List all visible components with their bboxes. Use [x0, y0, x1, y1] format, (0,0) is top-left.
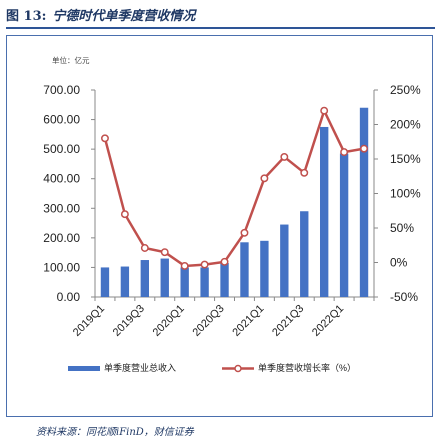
bar — [280, 224, 289, 297]
growth-point — [200, 260, 209, 269]
x-tick-label: 2022Q1 — [310, 303, 346, 339]
y-left-tick-label: 300.00 — [43, 201, 80, 215]
bar — [359, 107, 369, 297]
bar — [339, 153, 349, 297]
growth-point — [360, 144, 368, 153]
bar — [240, 242, 249, 297]
y-left-tick-label: 700.00 — [43, 83, 80, 97]
growth-point — [160, 248, 169, 257]
y-right-tick-label: 150% — [390, 152, 421, 166]
figure-label: 图 13: — [6, 9, 47, 24]
y-left-tick-label: 400.00 — [43, 172, 80, 186]
growth-point — [260, 174, 269, 183]
growth-point — [240, 228, 249, 237]
x-tick-label: 2019Q1 — [71, 303, 107, 339]
bar — [100, 267, 110, 297]
title-divider — [6, 27, 435, 29]
y-left-tick-label: 200.00 — [43, 231, 80, 245]
x-tick-label: 2020Q3 — [190, 303, 226, 339]
source-note: 资料来源：同花顺iFinD，财信证券 — [36, 427, 194, 438]
bar — [120, 266, 130, 297]
legend-bar-swatch — [68, 366, 100, 371]
growth-point — [120, 210, 129, 219]
bar — [220, 262, 229, 297]
bar — [300, 211, 309, 297]
unit-label: 单位：亿元 — [52, 55, 90, 65]
y-left-tick-label: 100.00 — [43, 260, 80, 274]
x-tick-label: 2020Q1 — [151, 303, 187, 339]
y-right-tick-label: 100% — [390, 187, 421, 201]
legend-bar-label: 单季度营业总收入 — [104, 362, 176, 373]
growth-point — [220, 257, 229, 266]
y-right-tick-label: -50% — [390, 290, 418, 304]
legend-line-label: 单季度营收增长率（%） — [258, 362, 356, 373]
figure-title: 图 13: 宁德时代单季度营收情况 — [6, 5, 195, 24]
y-left-tick-label: 500.00 — [43, 142, 80, 156]
bar — [160, 258, 169, 297]
growth-point — [140, 244, 149, 252]
bar — [319, 126, 329, 297]
y-left-tick-label: 0.00 — [57, 290, 81, 304]
bar — [260, 240, 269, 297]
x-tick-label: 2021Q1 — [230, 303, 266, 339]
growth-point — [340, 148, 349, 157]
growth-point — [101, 134, 109, 143]
chart-panel — [6, 35, 433, 417]
y-right-tick-label: 200% — [390, 118, 421, 132]
growth-point — [320, 106, 329, 115]
y-right-tick-label: 50% — [390, 221, 414, 235]
figure-title-text: 宁德时代单季度营收情况 — [52, 9, 196, 24]
y-right-tick-label: 250% — [390, 83, 421, 97]
growth-point — [180, 262, 189, 270]
bar — [140, 260, 150, 297]
bar — [180, 267, 189, 297]
x-tick-label: 2021Q3 — [270, 303, 306, 339]
y-right-tick-label: 0% — [390, 256, 408, 270]
growth-point — [280, 152, 289, 161]
x-tick-label: 2019Q3 — [111, 303, 147, 339]
legend-line-marker — [234, 364, 242, 373]
bar — [200, 267, 209, 297]
y-left-tick-label: 600.00 — [43, 113, 80, 127]
growth-point — [300, 168, 309, 177]
